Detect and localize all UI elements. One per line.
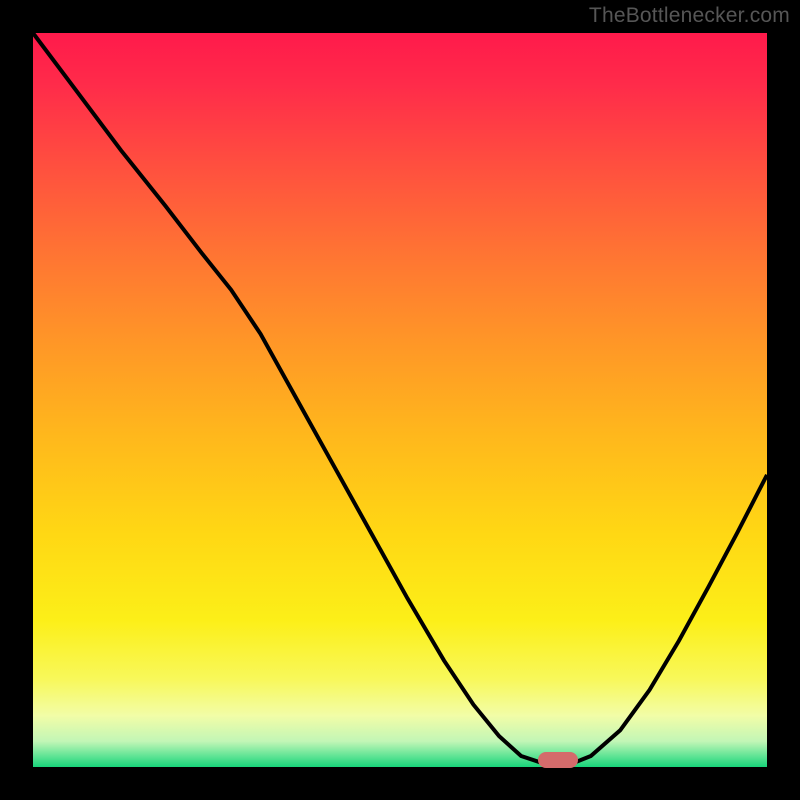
watermark-text: TheBottlenecker.com bbox=[589, 4, 790, 28]
chart-canvas: TheBottlenecker.com bbox=[0, 0, 800, 800]
optimal-marker bbox=[538, 752, 578, 768]
curve-path bbox=[33, 33, 767, 763]
bottleneck-curve bbox=[33, 33, 767, 767]
plot-area bbox=[33, 33, 767, 767]
